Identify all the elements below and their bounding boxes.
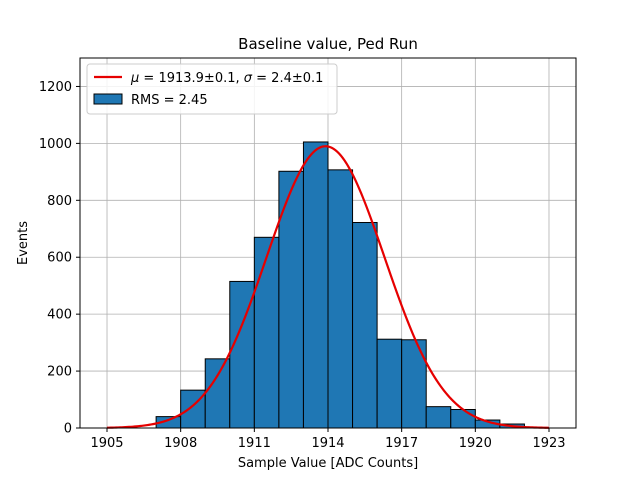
histogram-bar — [450, 409, 476, 429]
x-tick-label: 1908 — [164, 436, 197, 451]
y-tick-label: 1200 — [39, 80, 72, 95]
x-axis-label: Sample Value [ADC Counts] — [238, 456, 418, 471]
histogram-bar — [204, 358, 231, 429]
x-tick-label: 1914 — [311, 436, 344, 451]
legend: μ = 1913.9±0.1, σ = 2.4±0.1 RMS = 2.45 — [86, 63, 338, 115]
legend-sigma-symbol: σ — [244, 71, 253, 86]
legend-histogram-label: RMS = 2.45 — [131, 93, 208, 108]
histogram-bar — [302, 141, 329, 429]
y-tick-label: 800 — [47, 194, 72, 209]
histogram-bar — [376, 338, 403, 429]
y-tick-label: 600 — [47, 251, 72, 266]
legend-mu-symbol: μ — [130, 71, 139, 86]
x-tick-label: 1917 — [385, 436, 418, 451]
legend-histogram-swatch — [93, 93, 123, 105]
legend-box — [86, 63, 338, 115]
x-tick-label: 1905 — [90, 436, 123, 451]
legend-fit-label: μ = 1913.9±0.1, σ = 2.4±0.1 — [130, 71, 323, 86]
histogram-bar — [253, 236, 280, 429]
y-axis-ticks: 0 200 400 600 800 1000 1200 — [39, 80, 80, 437]
legend-sigma-value: = 2.4±0.1 — [252, 71, 323, 86]
y-tick-label: 400 — [47, 308, 72, 323]
histogram-bar — [352, 222, 378, 429]
y-axis-label: Events — [16, 221, 31, 265]
legend-mu-value: = 1913.9±0.1, — [139, 71, 243, 86]
x-axis-ticks: 1905 1908 1911 1914 1917 1920 1923 — [90, 428, 566, 451]
x-tick-label: 1911 — [238, 436, 271, 451]
y-tick-label: 0 — [64, 422, 72, 437]
x-tick-label: 1920 — [459, 436, 492, 451]
histogram-bar — [327, 169, 354, 429]
y-tick-label: 1000 — [39, 137, 72, 152]
gaussian-fit-curve — [106, 145, 550, 429]
chart-title: Baseline value, Ped Run — [238, 35, 418, 53]
y-tick-label: 200 — [47, 365, 72, 380]
histogram-bar — [425, 406, 452, 429]
histogram-bar — [278, 170, 304, 429]
x-tick-label: 1923 — [532, 436, 565, 451]
